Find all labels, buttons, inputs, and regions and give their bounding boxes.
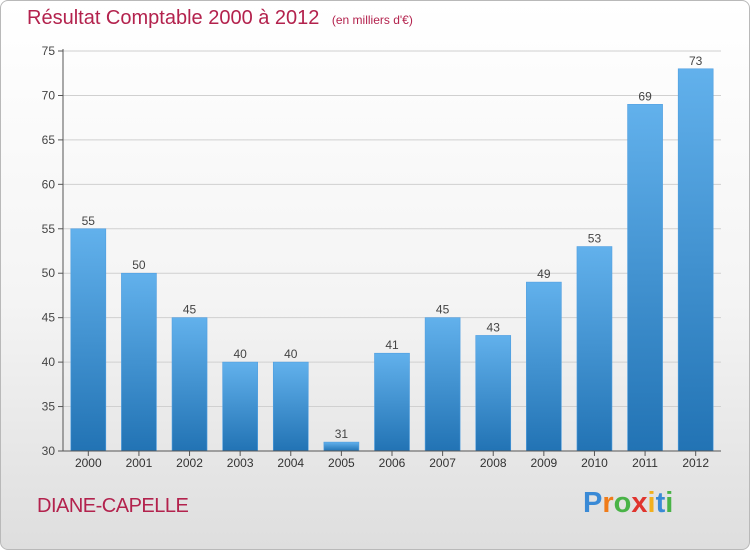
y-tick-label: 50 — [42, 266, 56, 280]
logo-letter: x — [631, 487, 648, 519]
bar-2004 — [272, 361, 309, 452]
logo-letter: i — [665, 487, 674, 519]
place-name: DIANE-CAPELLE — [37, 495, 189, 517]
chart-unit-note: (en milliers d'€) — [331, 13, 413, 27]
chart-title-block: Résultat Comptable 2000 à 2012 (en milli… — [27, 7, 413, 30]
bar-2003 — [222, 361, 258, 452]
bar-2006 — [374, 352, 410, 452]
bar-2001 — [121, 272, 157, 452]
x-tick-label-2010: 2010 — [581, 456, 608, 470]
bar-2000 — [70, 228, 107, 452]
data-label-2003: 40 — [233, 347, 247, 361]
bar-2009 — [526, 281, 562, 452]
x-tick-label-2002: 2002 — [176, 456, 203, 470]
x-tick-label-2008: 2008 — [480, 456, 507, 470]
x-tick-label-2009: 2009 — [530, 456, 557, 470]
y-tick-label: 55 — [42, 222, 56, 236]
bar-2011 — [627, 104, 663, 452]
logo-letter: i — [647, 487, 656, 519]
bar-2005 — [323, 441, 360, 452]
data-label-2008: 43 — [487, 320, 501, 334]
y-tick-label: 45 — [42, 311, 56, 325]
data-label-2010: 53 — [588, 232, 602, 246]
data-label-2007: 45 — [436, 303, 450, 317]
y-tick-label: 40 — [42, 355, 56, 369]
y-tick-label: 60 — [42, 177, 56, 191]
logo-letter: r — [602, 487, 614, 519]
data-label-2001: 50 — [132, 258, 146, 272]
data-label-2011: 69 — [638, 89, 652, 103]
data-label-2002: 45 — [183, 303, 197, 317]
x-tick-label-2007: 2007 — [429, 456, 456, 470]
x-tick-label-2006: 2006 — [379, 456, 406, 470]
logo-letter: P — [583, 487, 603, 519]
bar-2012 — [677, 68, 714, 452]
data-label-2005: 31 — [335, 427, 349, 441]
y-tick-label: 35 — [42, 400, 56, 414]
x-tick-label-2004: 2004 — [277, 456, 304, 470]
x-tick-label-2005: 2005 — [328, 456, 355, 470]
proxiti-logo[interactable]: Proxiti — [583, 487, 673, 520]
data-label-2004: 40 — [284, 347, 298, 361]
axes — [58, 49, 721, 456]
x-tick-label-2001: 2001 — [126, 456, 153, 470]
x-tick-label-2003: 2003 — [227, 456, 254, 470]
logo-letter: t — [655, 487, 666, 519]
data-label-2009: 49 — [537, 267, 551, 281]
y-tick-label: 70 — [42, 88, 56, 102]
y-tick-label: 65 — [42, 133, 56, 147]
chart-title: Résultat Comptable 2000 à 2012 — [27, 7, 320, 29]
y-tick-label: 75 — [42, 44, 56, 58]
bar-2007 — [424, 317, 461, 452]
y-tick-label: 30 — [42, 444, 56, 458]
logo-letter: o — [613, 487, 632, 519]
data-label-2000: 55 — [82, 214, 96, 228]
bars — [70, 68, 714, 452]
bar-2010 — [576, 246, 613, 452]
x-tick-label-2000: 2000 — [75, 456, 102, 470]
data-label-2006: 41 — [385, 338, 399, 352]
data-label-2012: 73 — [689, 54, 703, 68]
x-tick-label-2012: 2012 — [682, 456, 709, 470]
x-tick-label-2011: 2011 — [632, 456, 658, 470]
labels: 30 35 40 45 50 55 60 65 70 75 55 2000 50 2001 45 2002 40… — [42, 44, 710, 470]
bar-2002 — [171, 317, 208, 452]
bar-2008 — [475, 335, 512, 452]
